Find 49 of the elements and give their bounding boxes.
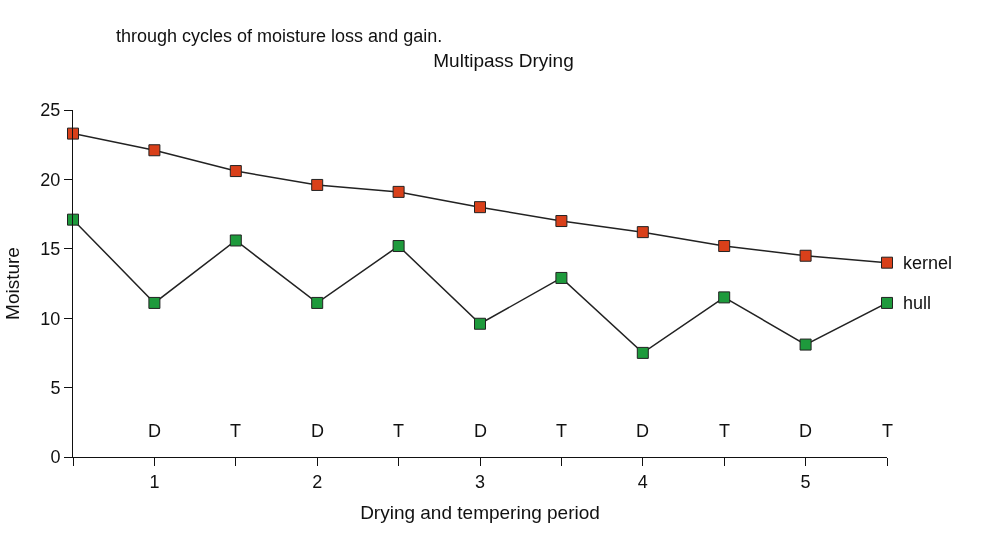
annotation: T — [393, 421, 404, 441]
x-axis-title: Drying and tempering period — [360, 502, 600, 524]
y-tick-label: 0 — [50, 447, 61, 468]
annotation: D — [799, 421, 812, 441]
point — [799, 338, 812, 351]
point — [718, 240, 731, 253]
point — [474, 317, 486, 330]
point — [636, 346, 649, 359]
point — [311, 296, 324, 309]
point — [799, 249, 812, 262]
point — [392, 185, 405, 198]
point — [881, 256, 893, 269]
point — [67, 127, 79, 140]
series-label: hull — [903, 293, 932, 313]
text: through cycles of moisture loss and gain. — [116, 26, 443, 46]
point — [555, 271, 568, 284]
point — [148, 144, 161, 157]
annotation: D — [636, 421, 649, 441]
y-tick-label: 20 — [40, 169, 61, 190]
x-tick-label: 4 — [637, 471, 648, 492]
chart-title: Multipass Drying — [433, 50, 574, 71]
y-tick-label: 25 — [40, 100, 61, 121]
x-tick-label: 2 — [312, 471, 323, 492]
annotation: T — [719, 421, 730, 441]
y-tick-label: 10 — [40, 308, 61, 329]
point — [392, 240, 405, 253]
point — [229, 234, 242, 247]
point — [148, 296, 161, 309]
annotation: T — [556, 421, 567, 441]
y-axis-title: Moisture — [2, 247, 24, 320]
annotation: T — [882, 421, 893, 441]
annotation: D — [148, 421, 161, 441]
point — [636, 226, 649, 239]
point — [474, 201, 486, 214]
annotation: D — [474, 421, 487, 441]
point — [67, 213, 79, 226]
point — [555, 215, 568, 228]
x-tick-label: 3 — [474, 471, 486, 492]
y-tick-label: 5 — [50, 377, 61, 398]
point — [718, 291, 731, 304]
point — [311, 178, 324, 191]
x-tick-label: 5 — [800, 471, 811, 492]
annotation: D — [311, 421, 324, 441]
annotation: T — [230, 421, 241, 441]
series-label: kernel — [903, 253, 953, 273]
y-tick-label: 15 — [40, 239, 61, 260]
x-tick-label: 1 — [149, 471, 160, 492]
point — [881, 296, 893, 309]
point — [229, 165, 242, 178]
